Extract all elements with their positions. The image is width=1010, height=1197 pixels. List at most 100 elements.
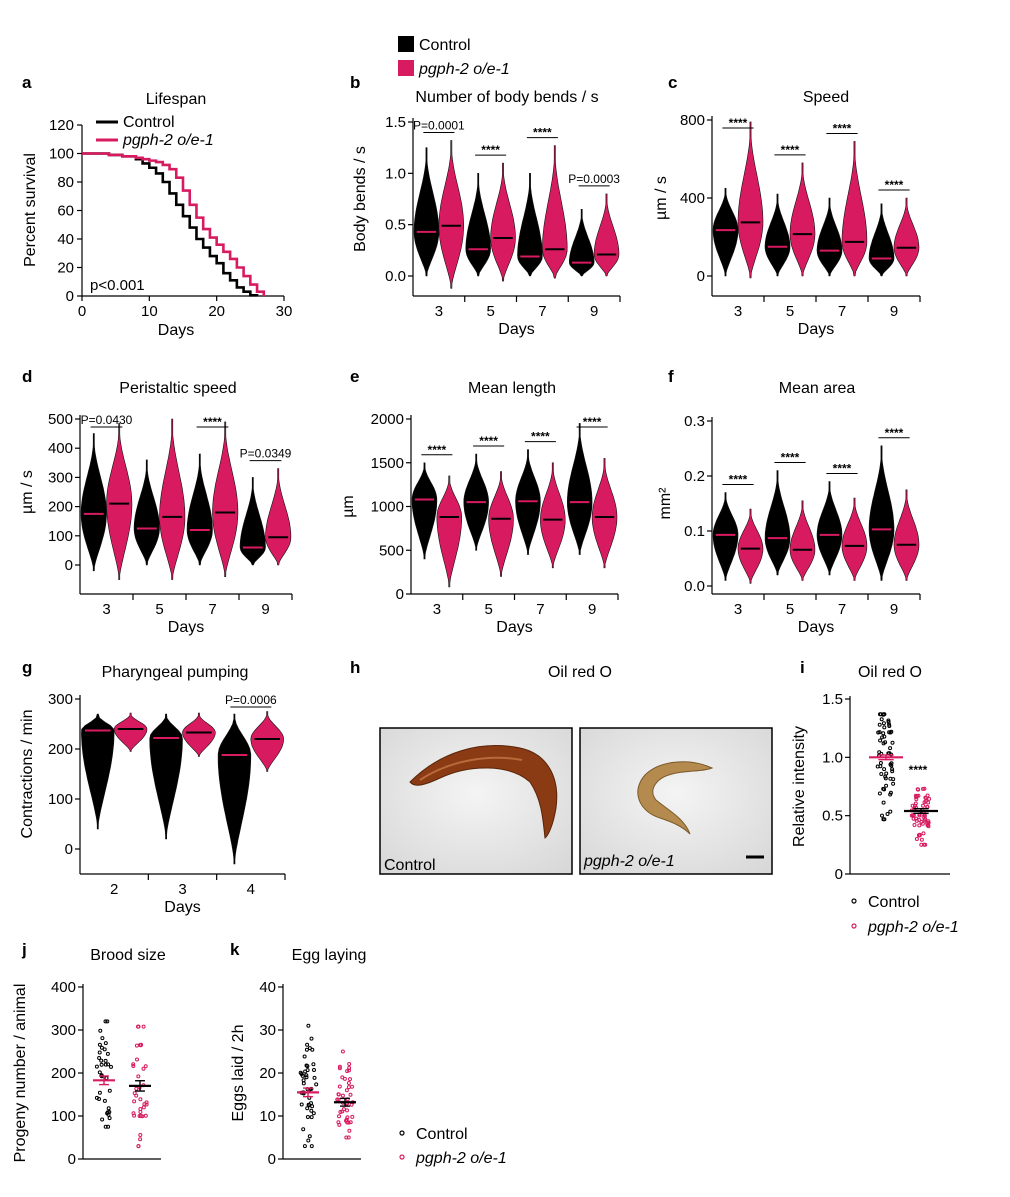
x-axis-label: Days [168,619,204,636]
data-point-oe [347,1128,352,1133]
violin-control [239,477,266,566]
significance-label: **** [885,426,904,440]
y-axis-label: Progeny number / animal [12,984,29,1163]
y-tick-label: 0 [835,866,843,883]
data-point-control [877,722,882,727]
data-point-control [309,1036,314,1041]
significance-label: **** [479,434,498,448]
data-point-control [99,1062,104,1067]
data-point-oe [348,1120,353,1125]
data-point-control [102,1047,107,1052]
data-point-control [97,1097,101,1101]
data-point-control [891,781,896,786]
x-tick-label: 0 [78,303,86,320]
data-point-control [103,1019,108,1024]
legend-marker-oe [399,1154,405,1160]
violin-control [816,197,843,277]
data-point-oe [342,1076,347,1081]
data-point-oe [134,1086,139,1091]
survival-line-control [82,152,259,297]
data-point-oe [136,1074,141,1079]
violin-oe [542,145,568,279]
data-point-oe [914,797,919,802]
data-point-control [94,1064,99,1069]
legend-label-oe: pgph-2 o/e-1 [867,919,959,936]
x-tick-label: 9 [261,601,269,618]
data-point-oe [131,1064,136,1068]
y-tick-label: 0.0 [385,268,406,285]
data-point-oe [336,1120,341,1125]
violin-control [764,193,791,277]
x-tick-label: 2 [110,881,118,898]
panel-label: g [22,658,32,677]
significance-label: **** [729,116,748,130]
data-point-oe [131,1062,136,1067]
data-point-control [299,1102,304,1107]
data-point-control [882,734,887,739]
data-point-control [301,1078,306,1083]
data-point-oe [132,1091,137,1096]
data-point-oe [350,1084,354,1089]
y-tick-label: 100 [49,146,74,163]
legend-marker-oe [851,923,857,929]
data-point-control [877,730,882,735]
x-tick-label: 3 [178,881,186,898]
data-point-oe [346,1135,351,1140]
panel-label: c [668,73,677,92]
data-point-oe [926,824,931,829]
data-point-control [312,1075,317,1080]
data-point-oe [926,819,931,824]
data-point-oe [338,1110,343,1114]
data-point-oe [138,1137,143,1142]
data-point-control [881,731,886,736]
x-tick-label: 7 [838,601,846,618]
data-point-control [306,1023,311,1028]
x-tick-label: 3 [734,601,742,618]
x-tick-label: 4 [247,881,255,898]
violin-oe [841,141,868,277]
y-axis-label: mm² [657,487,674,520]
y-tick-label: 1.5 [822,691,843,708]
data-point-control [302,1054,307,1059]
data-point-oe [911,813,916,818]
y-axis-label: Contractions / min [19,710,36,839]
data-point-control [103,1124,108,1129]
violin-control [868,203,895,277]
y-tick-label: 40 [259,979,276,996]
significance-label: **** [833,121,852,135]
data-point-control [887,730,892,735]
violin-control [413,147,440,277]
panel-label: f [668,367,674,386]
violin-oe [159,418,186,580]
data-point-oe [347,1066,352,1070]
y-tick-label: 20 [57,260,74,277]
data-point-control [881,712,886,717]
data-point-control [890,767,895,772]
data-point-control [304,1047,309,1052]
violin-oe [250,711,284,772]
violin-oe [841,497,868,581]
panel-j-dotplot: j Brood size 0 100 200 300 400 Progeny number /… [12,940,166,1168]
data-point-oe [344,1135,349,1140]
data-point-oe [915,787,920,792]
significance-label: **** [203,415,222,429]
data-point-control [877,791,882,796]
significance-label: **** [531,430,550,444]
data-point-control [882,787,887,792]
data-point-control [878,764,883,769]
data-point-control [103,1062,108,1067]
violin-oe [591,458,618,569]
panel-g-violin: g Pharyngeal pumping 0 100 200 300 2 3 4 P=0.0006… [19,658,286,916]
panel-h-images: h Oil red O Control pgph-2 o/e-1 [350,658,773,875]
x-tick-label: 9 [890,303,898,320]
y-tick-label: 100 [48,528,73,545]
data-point-control [105,1051,110,1056]
data-point-control [884,783,889,788]
violin-oe [737,508,764,584]
data-point-control [888,776,893,781]
violin-oe [789,162,816,277]
data-point-control [106,1124,111,1129]
data-point-control [97,1090,102,1095]
data-point-control [304,1073,309,1078]
data-point-control [107,1088,112,1093]
